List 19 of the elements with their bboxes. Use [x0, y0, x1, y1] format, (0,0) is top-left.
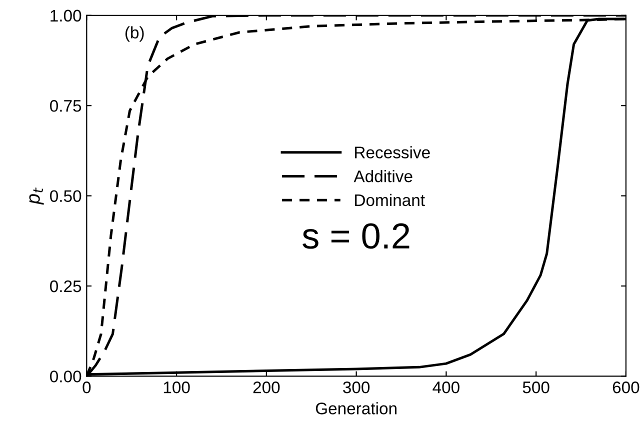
annotation: s = 0.2 [302, 223, 410, 249]
x-tick-label: 500 [522, 382, 550, 394]
x-tick-label: 100 [164, 382, 190, 394]
legend-label: Additive [354, 170, 412, 182]
x-tick-label: 400 [432, 382, 460, 394]
x-tick-label: 200 [253, 382, 280, 394]
y-tick-label: 1.00 [50, 10, 82, 22]
y-axis-title: p$_{t}$ [29, 188, 44, 205]
annotation: (b) [125, 26, 144, 42]
y-tick-label: 0.00 [50, 370, 82, 382]
x-axis-title: Generation [316, 402, 396, 414]
y-tick-label: 0.75 [50, 100, 82, 112]
y-tick-label: 0.50 [50, 190, 82, 202]
x-tick-label: 600 [612, 382, 640, 394]
legend-label: Recessive [355, 146, 430, 158]
x-tick-label: 300 [343, 382, 370, 394]
x-tick-label: 0 [82, 382, 91, 394]
legend-label: Dominant [355, 194, 425, 206]
y-tick-label: 0.25 [50, 280, 82, 292]
